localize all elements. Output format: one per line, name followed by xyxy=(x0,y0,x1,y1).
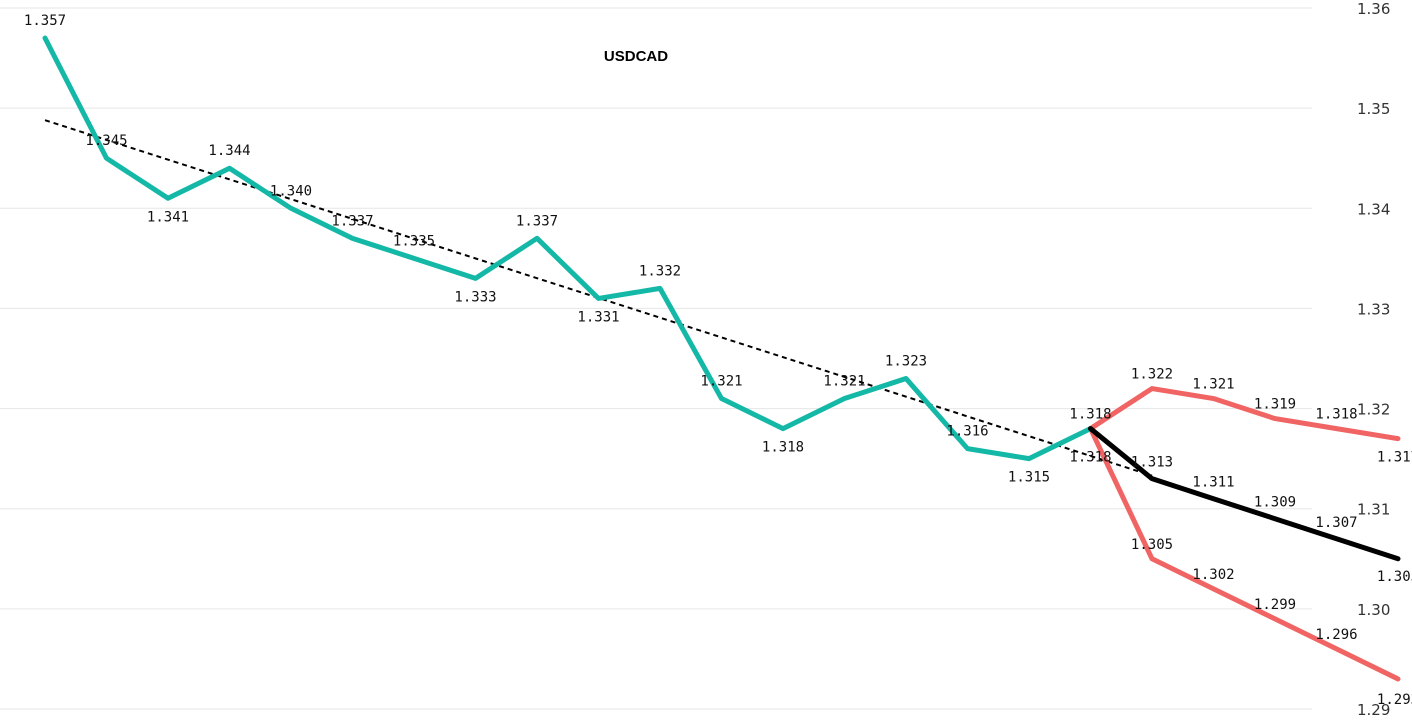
data-label: 1.332 xyxy=(639,263,681,279)
data-label: 1.333 xyxy=(454,289,496,305)
data-label: 1.357 xyxy=(24,13,66,29)
data-label: 1.315 xyxy=(1008,470,1050,486)
data-label: 1.313 xyxy=(1131,455,1173,471)
series-line-forecast_upper xyxy=(1088,386,1401,442)
data-label: 1.319 xyxy=(1254,397,1296,413)
data-label: 1.344 xyxy=(208,143,250,159)
data-label: 1.296 xyxy=(1315,627,1357,643)
data-label: 1.331 xyxy=(577,309,619,325)
data-label: 1.318 xyxy=(1069,450,1111,466)
grid-layer xyxy=(0,7,1312,710)
data-label: 1.302 xyxy=(1192,567,1234,583)
data-label: 1.316 xyxy=(946,424,988,440)
data-label: 1.340 xyxy=(270,183,312,199)
y-tick-label: 1.30 xyxy=(1357,601,1390,619)
data-label: 1.293 xyxy=(1377,692,1412,708)
data-label: 1.318 xyxy=(762,440,804,456)
series-line-history xyxy=(42,35,1093,462)
data-label: 1.321 xyxy=(823,374,865,390)
data-label: 1.318 xyxy=(1069,407,1111,423)
y-tick-label: 1.36 xyxy=(1357,0,1390,18)
data-label: 1.337 xyxy=(516,213,558,229)
data-label: 1.321 xyxy=(1192,377,1234,393)
y-tick-label: 1.31 xyxy=(1357,501,1390,519)
data-label: 1.305 xyxy=(1377,569,1412,585)
data-label: 1.299 xyxy=(1254,597,1296,613)
data-label: 1.317 xyxy=(1377,450,1412,466)
trend-layer xyxy=(44,119,1153,477)
trendline xyxy=(44,119,1153,477)
data-label: 1.305 xyxy=(1131,537,1173,553)
data-label: 1.321 xyxy=(700,374,742,390)
data-label: 1.311 xyxy=(1192,475,1234,491)
y-tick-label: 1.35 xyxy=(1357,100,1390,118)
y-tick-label: 1.33 xyxy=(1357,300,1390,318)
y-tick-label: 1.29 xyxy=(1357,701,1390,719)
data-label: 1.307 xyxy=(1315,515,1357,531)
data-label: 1.322 xyxy=(1131,367,1173,383)
series-line-forecast_mid xyxy=(1088,426,1401,562)
data-label: 1.337 xyxy=(331,213,373,229)
data-label: 1.335 xyxy=(393,233,435,249)
data-label: 1.341 xyxy=(147,209,189,225)
y-tick-label: 1.32 xyxy=(1357,401,1390,419)
series-layer xyxy=(42,35,1401,682)
data-label: 1.309 xyxy=(1254,495,1296,511)
y-tick-label: 1.34 xyxy=(1357,200,1390,218)
data-label: 1.323 xyxy=(885,354,927,370)
series-line-forecast_lower xyxy=(1088,426,1401,682)
data-label: 1.318 xyxy=(1315,407,1357,423)
y-axis: 1.29 1.30 1.31 1.32 1.33 1.34 1.35 1.36 xyxy=(1357,0,1390,719)
label-layer: 1.357 1.345 1.341 1.344 1.340 1.337 1.335 1.333… xyxy=(24,13,1412,708)
data-label: 1.345 xyxy=(85,133,127,149)
chart-title: USDCAD xyxy=(604,48,668,65)
